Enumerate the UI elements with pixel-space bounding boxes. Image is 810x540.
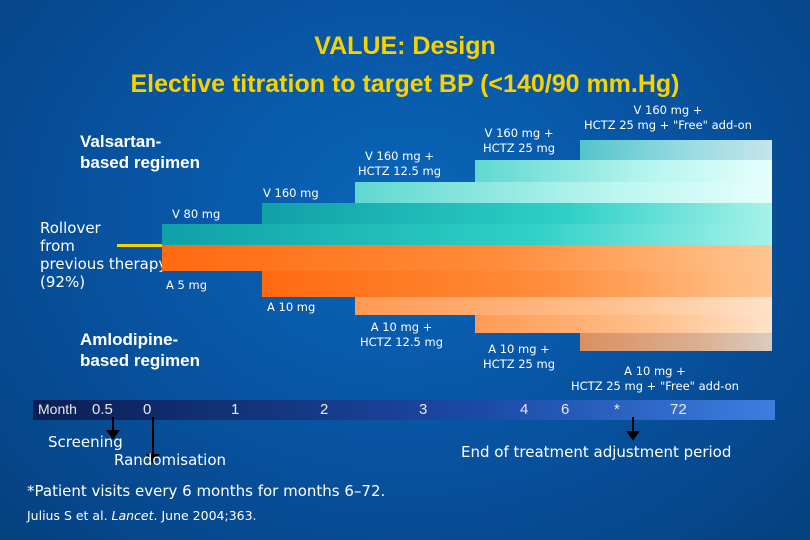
tick-4: 4 [520, 401, 529, 418]
tick-72: 72 [670, 401, 687, 418]
valsartan-regimen-label: Valsartan- based regimen [80, 132, 200, 172]
label-a5: A 5 mg [166, 278, 207, 292]
tick-0-5: 0.5 [92, 401, 113, 418]
label-v160-hctz25-free: V 160 mg + HCTZ 25 mg + "Free" add-on [584, 103, 752, 132]
bar-a10-hctz25-free [580, 333, 772, 351]
arrow-end-adjustment-icon [626, 431, 640, 441]
timeline-axis [33, 400, 775, 420]
bar-v160-hctz25-free [580, 140, 772, 160]
label-v80: V 80 mg [172, 207, 221, 221]
label-v160-hctz125: V 160 mg + HCTZ 12.5 mg [358, 149, 441, 178]
randomisation-label: Randomisation [114, 451, 227, 469]
tick-asterisk: * [614, 401, 620, 418]
label-a10: A 10 mg [267, 300, 316, 314]
label-a10-hctz125: A 10 mg + HCTZ 12.5 mg [360, 320, 443, 349]
reference: Julius S et al. Lancet. June 2004;363. [27, 508, 257, 523]
amlodipine-regimen-label: Amlodipine- based regimen [80, 330, 200, 370]
reference-journal: Lancet [111, 508, 154, 523]
label-v160-hctz25: V 160 mg + HCTZ 25 mg [483, 126, 556, 155]
rollover-label: Rollover from previous therapy (92%) [40, 219, 168, 291]
slide-title-line1: VALUE: Design [314, 32, 496, 60]
end-adjustment-label: End of treatment adjustment period [461, 443, 732, 461]
bar-v160-hctz25 [475, 160, 772, 182]
slide-title-line2: Elective titration to target BP (<140/90… [130, 70, 680, 98]
tick-6: 6 [561, 401, 570, 418]
bar-v160-hctz125 [355, 182, 772, 203]
reference-suffix: . June 2004;363. [153, 508, 257, 523]
bar-a10-hctz125 [355, 297, 772, 315]
bar-a10-hctz25 [475, 315, 772, 333]
reference-prefix: Julius S et al. [27, 508, 112, 523]
footnote: *Patient visits every 6 months for month… [27, 482, 386, 500]
rollover-connector [117, 244, 163, 247]
bar-a10 [262, 271, 772, 297]
timeline-month-label: Month [38, 401, 77, 417]
bar-v80 [162, 224, 772, 245]
arrow-screening-icon [106, 430, 120, 440]
arrow-randomisation-icon [146, 454, 160, 464]
bar-v160 [262, 203, 772, 224]
label-v160: V 160 mg [263, 186, 319, 200]
tick-3: 3 [419, 401, 428, 418]
label-a10-hctz25: A 10 mg + HCTZ 25 mg [483, 342, 556, 371]
label-a10-hctz25-free: A 10 mg + HCTZ 25 mg + "Free" add-on [571, 364, 739, 393]
tick-2: 2 [320, 401, 329, 418]
tick-1: 1 [231, 401, 240, 418]
bar-a5 [162, 245, 772, 271]
screening-label: Screening [48, 433, 123, 451]
tick-0: 0 [143, 401, 152, 418]
